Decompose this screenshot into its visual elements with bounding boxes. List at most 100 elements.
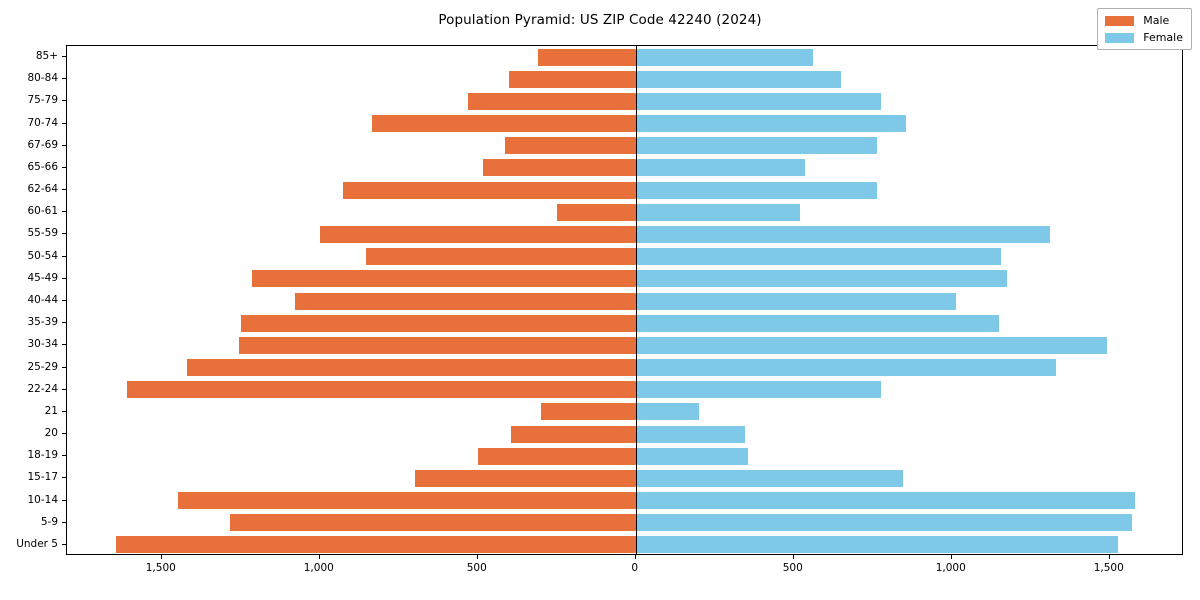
bar-male-45-49 [251, 270, 636, 288]
bar-male-under-5 [115, 536, 636, 554]
y-tick-mark [62, 322, 66, 324]
y-tick-mark [62, 189, 66, 191]
y-tick-label-20: 20 [44, 427, 58, 440]
x-tick-mark [1108, 555, 1110, 559]
chart-legend: Male Female [1097, 8, 1192, 50]
y-tick-label-45-49: 45-49 [27, 271, 58, 284]
x-tick-label: 1,500 [145, 562, 176, 574]
y-tick-mark [62, 255, 66, 257]
y-tick-label-60-61: 60-61 [27, 205, 58, 218]
bar-female-62-64 [635, 181, 878, 199]
bar-male-65-66 [482, 159, 636, 177]
bar-female-35-39 [635, 314, 1000, 332]
chart-title: Population Pyramid: US ZIP Code 42240 (2… [438, 12, 762, 28]
x-tick-label: 1,000 [303, 562, 334, 574]
bar-male-50-54 [365, 248, 636, 266]
bar-male-18-19 [477, 447, 636, 465]
y-tick-label-75-79: 75-79 [27, 94, 58, 107]
y-tick-mark [62, 56, 66, 58]
bar-female-5-9 [635, 514, 1132, 532]
y-tick-label-18-19: 18-19 [27, 449, 58, 462]
legend-item-male[interactable]: Male [1105, 14, 1183, 27]
bar-female-67-69 [635, 137, 878, 155]
bar-male-60-61 [556, 203, 636, 221]
bar-male-75-79 [468, 92, 636, 110]
y-tick-mark [62, 211, 66, 213]
bar-female-21 [635, 403, 699, 421]
bar-male-30-34 [239, 336, 636, 354]
bar-male-25-29 [187, 359, 636, 377]
y-tick-label-70-74: 70-74 [27, 116, 58, 129]
bar-female-70-74 [635, 115, 906, 133]
y-tick-label-50-54: 50-54 [27, 249, 58, 262]
plot-area [66, 45, 1183, 555]
bar-male-80-84 [509, 70, 636, 88]
y-tick-label-85-: 85+ [35, 50, 58, 63]
y-tick-mark [62, 388, 66, 390]
x-tick-label: 0 [631, 562, 639, 574]
y-tick-mark [62, 344, 66, 346]
y-tick-mark [62, 277, 66, 279]
bar-male-85- [537, 48, 636, 66]
bar-female-20 [635, 425, 745, 443]
y-tick-mark [62, 100, 66, 102]
legend-item-female[interactable]: Female [1105, 31, 1183, 44]
y-tick-label-40-44: 40-44 [27, 294, 58, 306]
bar-female-25-29 [635, 359, 1057, 377]
bar-female-under-5 [635, 536, 1118, 554]
y-tick-label-5-9: 5-9 [40, 515, 58, 528]
y-tick-label-30-34: 30-34 [27, 338, 58, 351]
legend-swatch-male [1105, 15, 1135, 26]
y-tick-label-21: 21 [44, 404, 58, 417]
bar-male-22-24 [127, 381, 636, 399]
y-tick-mark [62, 455, 66, 457]
bar-female-18-19 [635, 447, 748, 465]
y-tick-mark [62, 233, 66, 235]
bar-female-40-44 [635, 292, 957, 310]
x-tick-mark [792, 555, 794, 559]
bar-male-21 [540, 403, 636, 421]
y-tick-label-55-59: 55-59 [27, 227, 58, 240]
y-tick-label-62-64: 62-64 [27, 183, 58, 196]
x-tick-label: 500 [466, 562, 487, 574]
y-tick-mark [62, 543, 66, 545]
bar-male-62-64 [343, 181, 636, 199]
x-tick-label: 500 [782, 562, 803, 574]
y-tick-mark [62, 477, 66, 479]
y-tick-mark [62, 300, 66, 301]
bars-layer [67, 46, 1182, 554]
y-tick-mark [62, 366, 66, 368]
y-tick-mark [62, 144, 66, 146]
x-tick-label: 1,500 [1093, 562, 1124, 574]
x-tick-mark [160, 555, 162, 559]
x-tick-mark [950, 555, 952, 559]
x-tick-label: 1,000 [935, 562, 966, 574]
bar-male-40-44 [294, 292, 636, 310]
zero-axis-line [635, 46, 637, 554]
bar-female-15-17 [635, 469, 903, 487]
bar-female-85- [635, 48, 813, 66]
x-tick-mark [634, 555, 636, 559]
y-tick-mark [62, 78, 66, 80]
y-tick-mark [62, 499, 66, 501]
y-axis: 85+ 80-84 75-79 70-74 67-69 65-66 62-64 60-61 55… [0, 0, 66, 600]
y-tick-mark [62, 410, 66, 412]
bar-female-60-61 [635, 203, 801, 221]
bar-female-45-49 [635, 270, 1008, 288]
bar-male-55-59 [319, 225, 636, 243]
x-tick-mark [318, 555, 320, 559]
y-tick-mark [62, 433, 66, 435]
x-tick-mark [476, 555, 478, 559]
y-tick-label-under-5: Under 5 [16, 537, 58, 550]
legend-swatch-female [1105, 32, 1135, 43]
y-tick-mark [62, 122, 66, 124]
bar-male-10-14 [177, 492, 636, 510]
bar-male-70-74 [371, 115, 636, 133]
bar-male-20 [510, 425, 636, 443]
bar-female-10-14 [635, 492, 1136, 510]
y-tick-label-35-39: 35-39 [27, 316, 58, 329]
bar-male-35-39 [240, 314, 636, 332]
y-tick-label-67-69: 67-69 [27, 138, 58, 151]
y-tick-label-25-29: 25-29 [27, 360, 58, 373]
